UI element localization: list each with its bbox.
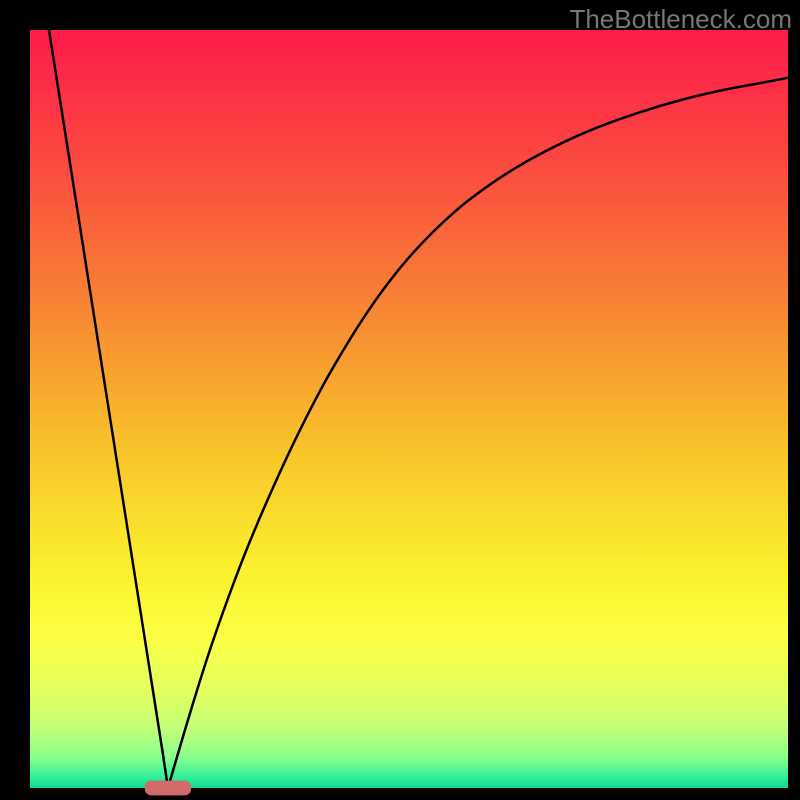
plot-background — [30, 30, 788, 788]
chart-frame: TheBottleneck.com — [0, 0, 800, 800]
bottleneck-chart — [0, 0, 800, 800]
valley-marker — [145, 781, 190, 795]
watermark-text: TheBottleneck.com — [569, 4, 792, 35]
